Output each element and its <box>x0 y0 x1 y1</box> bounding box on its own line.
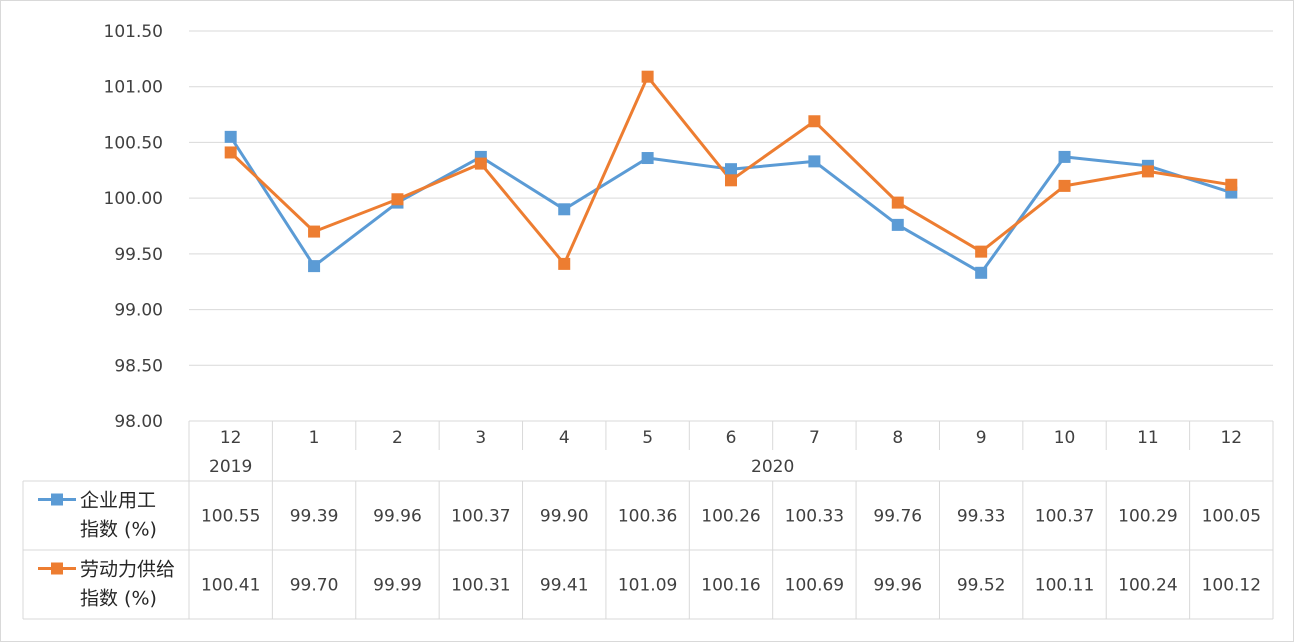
x-category-label: 12 <box>220 428 242 448</box>
legend-label: 指数 (%) <box>80 588 157 610</box>
table-value: 99.52 <box>957 576 1006 596</box>
data-point <box>975 266 988 279</box>
x-category-label: 10 <box>1054 428 1076 448</box>
data-point <box>224 130 237 143</box>
data-point <box>641 70 654 83</box>
legend-label: 指数 (%) <box>80 519 157 541</box>
data-point <box>474 157 487 170</box>
data-point <box>1058 150 1071 163</box>
data-point <box>558 257 571 270</box>
table-value: 100.41 <box>201 576 260 596</box>
x-category-label: 5 <box>642 428 653 448</box>
x-category-label: 9 <box>976 428 987 448</box>
table-value: 99.96 <box>873 576 922 596</box>
table-value: 99.41 <box>540 576 589 596</box>
table-value: 100.31 <box>451 576 510 596</box>
y-tick-label: 101.00 <box>104 78 163 98</box>
table-value: 100.69 <box>785 576 844 596</box>
data-point <box>1225 178 1238 191</box>
x-category-label: 7 <box>809 428 820 448</box>
data-point <box>725 163 737 176</box>
x-category-label: 4 <box>559 428 570 448</box>
data-point <box>558 203 571 216</box>
table-value: 99.99 <box>373 576 422 596</box>
legend-key-marker <box>51 562 63 575</box>
table-value: 99.76 <box>873 507 922 527</box>
table-value: 100.26 <box>701 507 760 527</box>
table-value: 100.37 <box>451 507 510 527</box>
x-category-label: 12 <box>1220 428 1242 448</box>
series-markers <box>224 70 1238 279</box>
data-point <box>891 218 904 231</box>
table-value: 99.90 <box>540 507 589 527</box>
gridlines <box>189 30 1273 422</box>
table-value: 99.39 <box>290 507 339 527</box>
data-point <box>308 260 321 273</box>
table-value: 100.12 <box>1202 576 1261 596</box>
x-year-label: 2019 <box>209 457 252 477</box>
table-value: 100.37 <box>1035 507 1094 527</box>
table-value: 100.36 <box>618 507 677 527</box>
table-value: 101.09 <box>618 576 677 596</box>
table-value: 100.55 <box>201 507 260 527</box>
table-value: 100.11 <box>1035 576 1094 596</box>
data-point <box>641 152 654 165</box>
legend-key-marker <box>51 493 63 506</box>
table-value: 100.29 <box>1118 507 1177 527</box>
y-tick-label: 98.00 <box>114 412 163 432</box>
table-value: 99.33 <box>957 507 1006 527</box>
x-category-label: 11 <box>1137 428 1159 448</box>
data-point <box>1058 179 1071 192</box>
data-point <box>224 146 237 159</box>
table-value: 100.16 <box>701 576 760 596</box>
table-value: 100.24 <box>1118 576 1177 596</box>
x-year-label: 2020 <box>751 457 794 477</box>
data-point <box>391 193 404 206</box>
table-value: 99.96 <box>373 507 422 527</box>
legend-label: 劳动力供给 <box>80 559 175 581</box>
data-point <box>308 225 321 238</box>
x-category-label: 1 <box>309 428 320 448</box>
data-point <box>1141 165 1154 178</box>
table-value: 100.33 <box>785 507 844 527</box>
y-tick-label: 100.50 <box>104 133 163 153</box>
y-tick-label: 99.50 <box>114 245 163 265</box>
data-point <box>891 196 904 209</box>
data-point <box>808 115 821 128</box>
table-value: 100.05 <box>1202 507 1261 527</box>
y-tick-label: 99.00 <box>114 301 163 321</box>
data-point <box>808 155 821 168</box>
y-axis: 101.50 101.00 100.50 100.00 99.50 99.00 98.50 9… <box>104 22 163 432</box>
x-category-label: 3 <box>475 428 486 448</box>
y-tick-label: 98.50 <box>114 356 163 376</box>
x-category-label: 6 <box>726 428 737 448</box>
table-value: 99.70 <box>290 576 339 596</box>
y-tick-label: 100.00 <box>104 189 163 209</box>
x-category-label: 8 <box>892 428 903 448</box>
x-category-label: 2 <box>392 428 403 448</box>
legend-label: 企业用工 <box>80 490 156 512</box>
data-point <box>975 245 988 258</box>
data-point <box>725 174 737 187</box>
y-tick-label: 101.50 <box>104 22 163 42</box>
